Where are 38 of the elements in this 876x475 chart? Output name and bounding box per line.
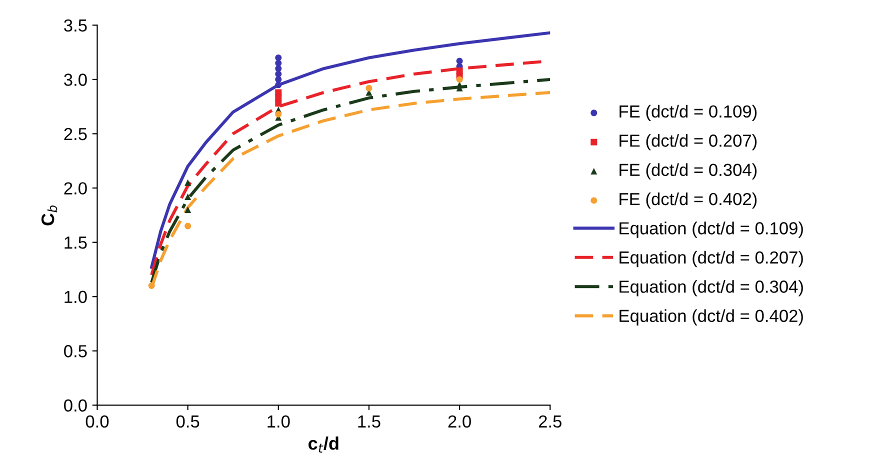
legend-label: FE (dct/d = 0.402) — [620, 192, 757, 209]
x-tick-label: 2.0 — [448, 415, 471, 428]
y-axis-title: C$_{b}$ — [41, 205, 58, 226]
point — [275, 76, 282, 83]
point — [275, 65, 282, 72]
x-axis-title: c$_{t}$/d — [308, 436, 338, 453]
x-tick-label: 1.0 — [268, 415, 290, 428]
point — [456, 76, 463, 83]
point — [275, 54, 282, 62]
point — [275, 60, 282, 66]
y-tick-label: 3.5 — [64, 19, 87, 32]
point — [184, 222, 192, 230]
y-tick-label: 3.0 — [64, 74, 87, 86]
y-tick-label: 0.0 — [64, 399, 87, 412]
legend-label: Equation (dct/d = 0.304) — [620, 280, 803, 296]
legend-label: FE (dct/d = 0.109) — [620, 104, 757, 122]
point — [148, 282, 155, 290]
x-tick-label: 1.5 — [358, 416, 380, 428]
legend-label: FE (dct/d = 0.207) — [620, 134, 757, 150]
y-tick-label: 1.0 — [64, 290, 87, 304]
x-tick-label: 2.5 — [538, 415, 562, 428]
legend-label: Equation (dct/d = 0.402) — [620, 309, 803, 326]
x-tick-label: 0.0 — [86, 415, 109, 428]
legend-label: FE (dct/d = 0.304) — [620, 163, 757, 180]
y-tick-label: 1.5 — [64, 236, 87, 249]
point — [184, 206, 192, 214]
legend-label: Equation (dct/d = 0.109) — [620, 222, 803, 238]
point — [184, 193, 192, 200]
y-tick-label: 2.5 — [64, 128, 87, 140]
point — [275, 110, 282, 118]
point — [275, 100, 282, 107]
y-tick-label: 2.0 — [64, 182, 87, 194]
point — [275, 82, 282, 88]
x-tick-label: 0.5 — [176, 415, 200, 428]
point — [184, 179, 192, 186]
legend-label: Equation (dct/d = 0.207) — [620, 250, 803, 268]
y-tick-label: 0.5 — [64, 345, 87, 358]
point — [366, 84, 372, 92]
